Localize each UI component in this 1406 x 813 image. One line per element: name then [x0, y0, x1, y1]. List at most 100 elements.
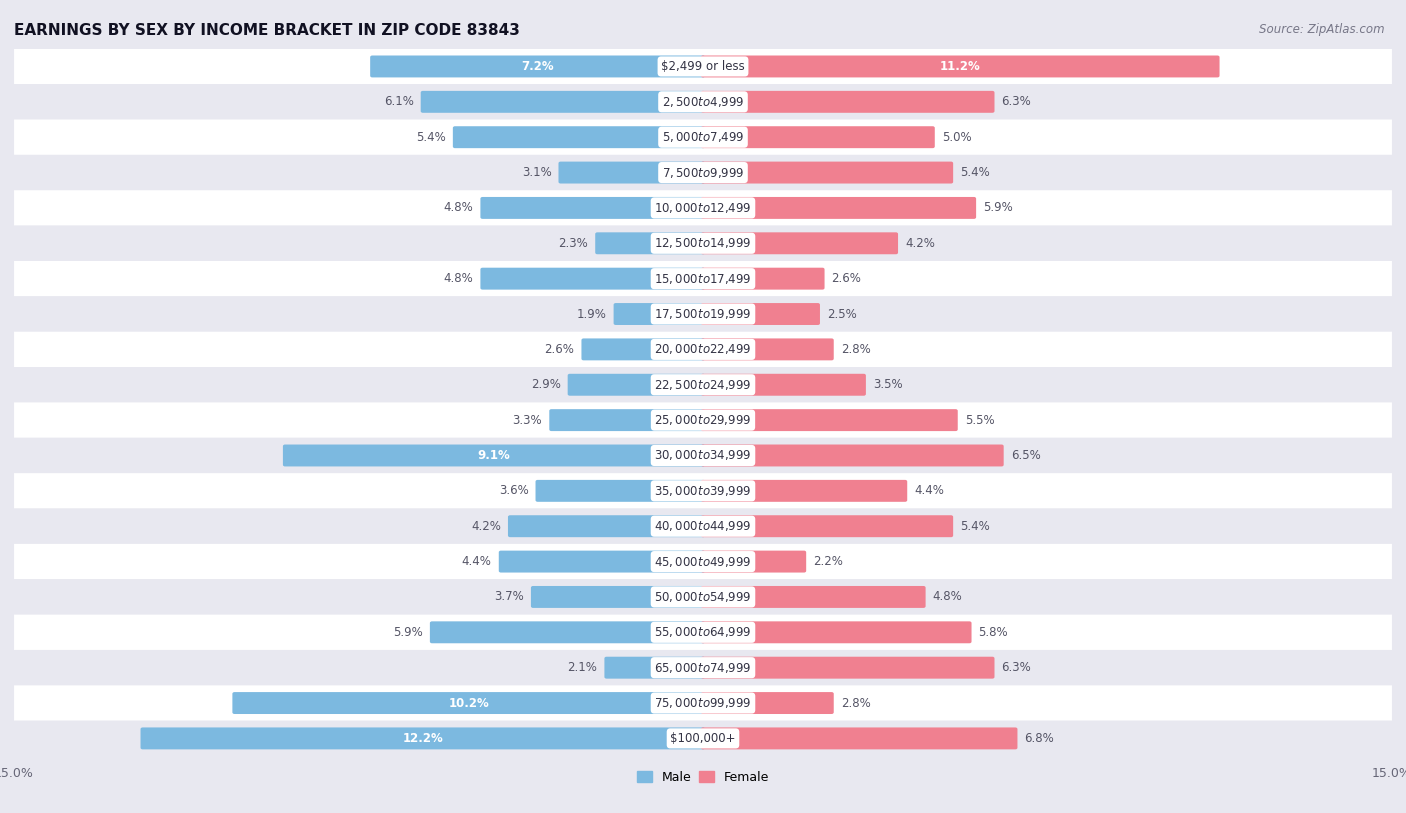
FancyBboxPatch shape — [14, 49, 1392, 85]
Text: 2.6%: 2.6% — [831, 272, 862, 285]
Text: 3.5%: 3.5% — [873, 378, 903, 391]
Text: 4.2%: 4.2% — [471, 520, 501, 533]
Text: 6.5%: 6.5% — [1011, 449, 1040, 462]
Text: 4.4%: 4.4% — [914, 485, 945, 498]
Text: 4.2%: 4.2% — [905, 237, 935, 250]
FancyBboxPatch shape — [605, 657, 706, 679]
Text: $40,000 to $44,999: $40,000 to $44,999 — [654, 520, 752, 533]
FancyBboxPatch shape — [14, 120, 1392, 155]
FancyBboxPatch shape — [700, 91, 994, 113]
FancyBboxPatch shape — [700, 55, 1219, 77]
Text: 3.1%: 3.1% — [522, 166, 551, 179]
FancyBboxPatch shape — [700, 233, 898, 254]
Text: 5.4%: 5.4% — [960, 520, 990, 533]
FancyBboxPatch shape — [700, 162, 953, 184]
Text: $7,500 to $9,999: $7,500 to $9,999 — [662, 166, 744, 180]
FancyBboxPatch shape — [14, 544, 1392, 579]
Text: 6.3%: 6.3% — [1001, 95, 1031, 108]
FancyBboxPatch shape — [700, 197, 976, 219]
FancyBboxPatch shape — [14, 155, 1392, 190]
Text: 5.9%: 5.9% — [394, 626, 423, 639]
FancyBboxPatch shape — [700, 303, 820, 325]
Legend: Male, Female: Male, Female — [631, 766, 775, 789]
Text: $2,500 to $4,999: $2,500 to $4,999 — [662, 95, 744, 109]
FancyBboxPatch shape — [536, 480, 706, 502]
FancyBboxPatch shape — [700, 445, 1004, 467]
Text: 9.1%: 9.1% — [478, 449, 510, 462]
FancyBboxPatch shape — [700, 728, 1018, 750]
FancyBboxPatch shape — [14, 509, 1392, 544]
FancyBboxPatch shape — [420, 91, 706, 113]
FancyBboxPatch shape — [531, 586, 706, 608]
FancyBboxPatch shape — [700, 480, 907, 502]
FancyBboxPatch shape — [595, 233, 706, 254]
Text: 1.9%: 1.9% — [576, 307, 606, 320]
FancyBboxPatch shape — [14, 367, 1392, 402]
FancyBboxPatch shape — [14, 190, 1392, 226]
FancyBboxPatch shape — [14, 261, 1392, 297]
Text: $30,000 to $34,999: $30,000 to $34,999 — [654, 449, 752, 463]
FancyBboxPatch shape — [430, 621, 706, 643]
Text: $12,500 to $14,999: $12,500 to $14,999 — [654, 237, 752, 250]
Text: 5.5%: 5.5% — [965, 414, 994, 427]
FancyBboxPatch shape — [700, 515, 953, 537]
Text: 2.8%: 2.8% — [841, 697, 870, 710]
Text: EARNINGS BY SEX BY INCOME BRACKET IN ZIP CODE 83843: EARNINGS BY SEX BY INCOME BRACKET IN ZIP… — [14, 23, 520, 38]
Text: 2.6%: 2.6% — [544, 343, 575, 356]
FancyBboxPatch shape — [700, 409, 957, 431]
Text: $65,000 to $74,999: $65,000 to $74,999 — [654, 661, 752, 675]
Text: $20,000 to $22,499: $20,000 to $22,499 — [654, 342, 752, 356]
FancyBboxPatch shape — [508, 515, 706, 537]
FancyBboxPatch shape — [700, 621, 972, 643]
FancyBboxPatch shape — [700, 126, 935, 148]
Text: 2.3%: 2.3% — [558, 237, 588, 250]
Text: 3.6%: 3.6% — [499, 485, 529, 498]
Text: $25,000 to $29,999: $25,000 to $29,999 — [654, 413, 752, 427]
Text: $50,000 to $54,999: $50,000 to $54,999 — [654, 590, 752, 604]
FancyBboxPatch shape — [283, 445, 706, 467]
FancyBboxPatch shape — [700, 267, 824, 289]
Text: 7.2%: 7.2% — [522, 60, 554, 73]
Text: $2,499 or less: $2,499 or less — [661, 60, 745, 73]
FancyBboxPatch shape — [700, 374, 866, 396]
FancyBboxPatch shape — [14, 720, 1392, 756]
FancyBboxPatch shape — [700, 657, 994, 679]
FancyBboxPatch shape — [700, 338, 834, 360]
FancyBboxPatch shape — [550, 409, 706, 431]
FancyBboxPatch shape — [14, 85, 1392, 120]
Text: 5.8%: 5.8% — [979, 626, 1008, 639]
Text: $17,500 to $19,999: $17,500 to $19,999 — [654, 307, 752, 321]
FancyBboxPatch shape — [14, 402, 1392, 437]
FancyBboxPatch shape — [453, 126, 706, 148]
Text: 3.3%: 3.3% — [513, 414, 543, 427]
Text: $10,000 to $12,499: $10,000 to $12,499 — [654, 201, 752, 215]
FancyBboxPatch shape — [481, 267, 706, 289]
FancyBboxPatch shape — [14, 615, 1392, 650]
FancyBboxPatch shape — [14, 226, 1392, 261]
Text: 2.1%: 2.1% — [568, 661, 598, 674]
Text: 4.8%: 4.8% — [444, 272, 474, 285]
Text: 5.4%: 5.4% — [960, 166, 990, 179]
Text: 6.8%: 6.8% — [1025, 732, 1054, 745]
FancyBboxPatch shape — [700, 586, 925, 608]
FancyBboxPatch shape — [582, 338, 706, 360]
FancyBboxPatch shape — [232, 692, 706, 714]
Text: $100,000+: $100,000+ — [671, 732, 735, 745]
FancyBboxPatch shape — [14, 437, 1392, 473]
FancyBboxPatch shape — [613, 303, 706, 325]
Text: 5.9%: 5.9% — [983, 202, 1012, 215]
FancyBboxPatch shape — [141, 728, 706, 750]
Text: $15,000 to $17,499: $15,000 to $17,499 — [654, 272, 752, 285]
Text: $45,000 to $49,999: $45,000 to $49,999 — [654, 554, 752, 568]
FancyBboxPatch shape — [481, 197, 706, 219]
FancyBboxPatch shape — [568, 374, 706, 396]
Text: 2.9%: 2.9% — [530, 378, 561, 391]
FancyBboxPatch shape — [700, 550, 806, 572]
Text: $22,500 to $24,999: $22,500 to $24,999 — [654, 378, 752, 392]
Text: 6.3%: 6.3% — [1001, 661, 1031, 674]
Text: 6.1%: 6.1% — [384, 95, 413, 108]
Text: $55,000 to $64,999: $55,000 to $64,999 — [654, 625, 752, 639]
Text: $75,000 to $99,999: $75,000 to $99,999 — [654, 696, 752, 710]
FancyBboxPatch shape — [499, 550, 706, 572]
Text: 3.7%: 3.7% — [494, 590, 524, 603]
